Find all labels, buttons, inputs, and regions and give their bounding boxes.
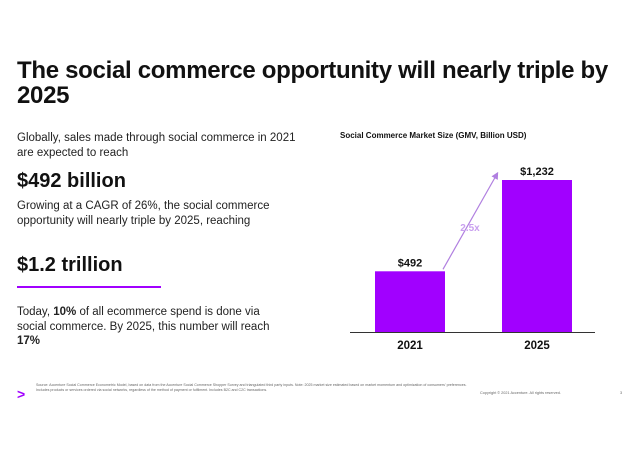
slide-title: The social commerce opportunity will nea… [17,57,608,109]
brand-arrow-icon: > [17,386,26,402]
accent-divider [17,286,161,288]
tick-label-2021: 2021 [397,340,423,352]
page-number: 3 [620,391,623,395]
data-label-2021: $492 [398,257,422,269]
footer-copyright: Copyright © 2021 Accenture. All rights r… [480,391,561,395]
headline-figure-2025: $1.2 trillion [17,254,123,276]
bar-2025 [502,180,572,332]
bar-2021 [375,271,445,332]
ecommerce-share-text: Today, 10% of all ecommerce spend is don… [17,305,292,349]
intro-text-2021: Globally, sales made through social comm… [17,132,296,159]
market-size-bar-chart: $492 2021 $1,232 2025 2.5x [350,166,595,352]
data-label-2025: $1,232 [520,166,554,178]
growth-arrow [442,171,499,270]
share-2025-figure: 17% [17,335,41,347]
growth-annotation: 2.5x [442,171,499,270]
share-text-part-2: of all ecommerce spend is done via socia… [17,306,270,333]
headline-figure-2021: $492 billion [17,170,126,192]
intro-text-2025: Growing at a CAGR of 26%, the social com… [17,200,270,227]
footer-source-note: Source: Accenture Social Commerce Econom… [36,383,467,392]
growth-multiplier-label: 2.5x [460,223,480,234]
chart-title: Social Commerce Market Size (GMV, Billio… [340,131,527,140]
share-2021-figure: 10% [53,306,77,318]
share-text-part-1: Today, [17,306,54,318]
tick-label-2025: 2025 [524,340,550,352]
